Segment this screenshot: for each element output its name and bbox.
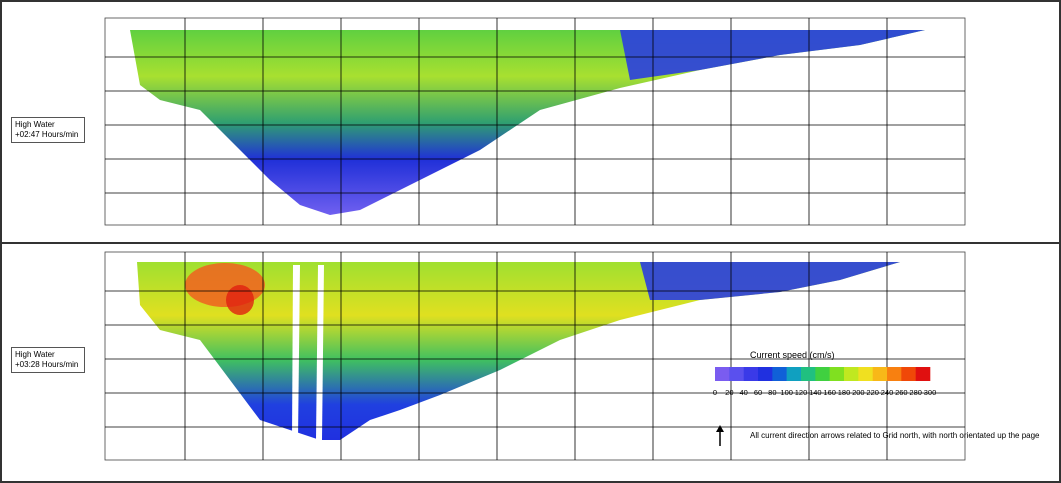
colorbar-cell: [858, 367, 873, 381]
colorbar-tick-label: 120: [795, 388, 808, 397]
section-plot: [137, 262, 900, 440]
north-arrow-head: [716, 425, 724, 432]
panel-label: High Water +03:28 Hours/min: [11, 347, 85, 373]
colorbar-cell: [801, 367, 816, 381]
label-line: High Water: [15, 120, 55, 129]
colorbar-cell: [729, 367, 744, 381]
section-gap: [292, 265, 300, 440]
colorbar-cell: [901, 367, 916, 381]
colorbar-tick-label: 200: [852, 388, 865, 397]
legend-title: Current speed (cm/s): [750, 350, 835, 360]
colorbar-cell: [815, 367, 830, 381]
colorbar-cell: [772, 367, 787, 381]
colorbar-tick-label: 240: [881, 388, 894, 397]
colorbar-tick-label: 100: [780, 388, 793, 397]
colorbar-tick-label: 140: [809, 388, 822, 397]
colorbar-cell: [887, 367, 902, 381]
section-plot: [640, 262, 900, 300]
plot-frame: [104, 251, 966, 461]
colorbar-tick-label: 260: [895, 388, 908, 397]
colorbar-tick-label: 0: [713, 388, 717, 397]
colorbar-cell: [844, 367, 859, 381]
colorbar-cell: [715, 367, 730, 381]
colorbar-tick-label: 220: [866, 388, 879, 397]
label-line: +02:47 Hours/min: [15, 130, 79, 139]
colorbar-tick-label: 180: [838, 388, 851, 397]
colorbar-tick-label: 300: [924, 388, 937, 397]
panel-label: High Water +02:47 Hours/min: [11, 117, 85, 143]
colorbar-tick-label: 60: [754, 388, 762, 397]
label-line: High Water: [15, 350, 55, 359]
colorbar-cell: [829, 367, 845, 381]
label-line: +03:28 Hours/min: [15, 360, 79, 369]
colorbar-tick-label: 40: [739, 388, 747, 397]
note: All current direction arrows related to …: [750, 431, 1040, 440]
colorbar-tick-label: 160: [823, 388, 836, 397]
section-gap: [316, 265, 324, 440]
colorbar-tick-label: 80: [768, 388, 776, 397]
colorbar-cell: [786, 367, 802, 381]
plot-frame: [104, 17, 966, 226]
colorbar-tick-label: 20: [725, 388, 733, 397]
colorbar-cell: [872, 367, 888, 381]
section-plot: [130, 30, 925, 215]
section-plot: [226, 285, 254, 315]
colorbar-cell: [743, 367, 759, 381]
colorbar-tick-label: 280: [909, 388, 922, 397]
colorbar-cell: [915, 367, 931, 381]
colorbar-cell: [758, 367, 773, 381]
section-plot: [620, 30, 925, 80]
